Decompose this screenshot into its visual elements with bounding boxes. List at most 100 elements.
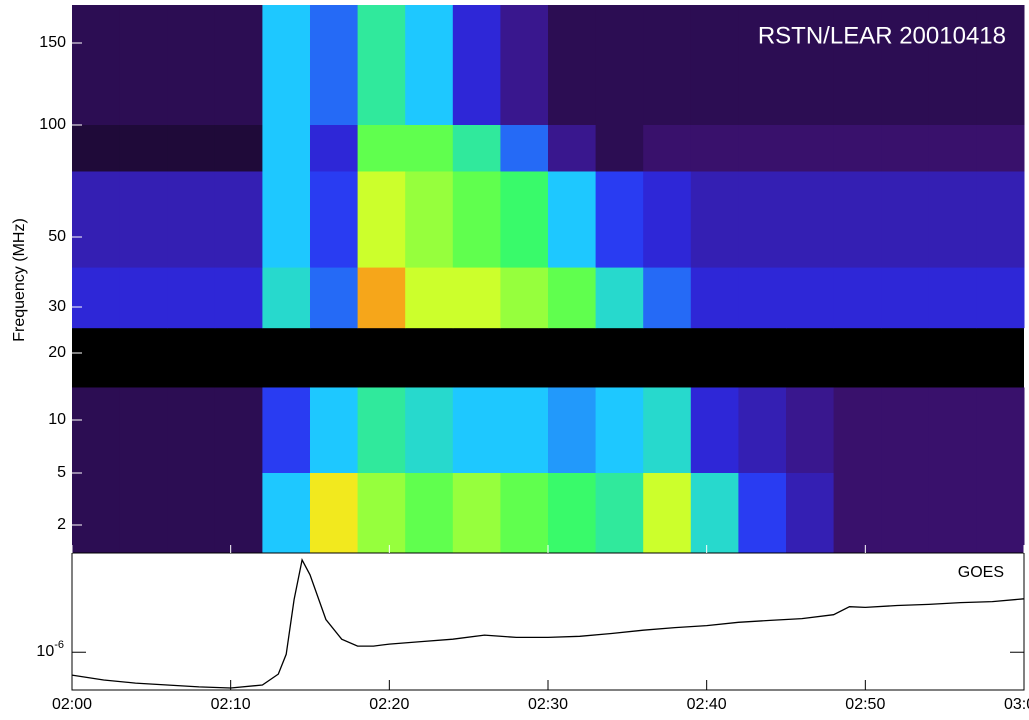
x-tick-label: 02:50 (845, 696, 885, 713)
heatmap-cell (548, 171, 597, 269)
heatmap-cell (405, 387, 454, 474)
heatmap-cell (690, 171, 739, 269)
heatmap-cell (548, 5, 597, 126)
heatmap-cell (786, 171, 835, 269)
heatmap-cell (690, 125, 739, 172)
heatmap-cell (833, 267, 882, 329)
y-tick-label: 50 (48, 228, 66, 245)
heatmap-cell (928, 5, 977, 126)
heatmap-cell (214, 387, 263, 474)
heatmap-cell (595, 387, 644, 474)
heatmap-cell (214, 473, 263, 553)
heatmap-cell (72, 267, 121, 329)
heatmap-cell (452, 387, 501, 474)
heatmap-cell (119, 125, 168, 172)
x-tick-label: 03:00 (1004, 696, 1029, 713)
heatmap-cell (310, 387, 359, 474)
heatmap-cell (500, 125, 549, 172)
heatmap-cell (881, 125, 930, 172)
heatmap-cell (262, 125, 311, 172)
heatmap-cell (643, 125, 692, 172)
heatmap-cell (928, 171, 977, 269)
heatmap-cell (72, 473, 121, 553)
heatmap-cell (595, 5, 644, 126)
heatmap-cell (738, 125, 787, 172)
heatmap-cell (738, 267, 787, 329)
heatmap-cell (833, 5, 882, 126)
heatmap-cell (976, 125, 1025, 172)
heatmap-cell (881, 473, 930, 553)
heatmap-cell (881, 387, 930, 474)
heatmap-cell (310, 473, 359, 553)
heatmap-cell (357, 387, 406, 474)
heatmap-cell (786, 267, 835, 329)
heatmap-cell (500, 171, 549, 269)
heatmap-cell (690, 473, 739, 553)
heatmap-cell (595, 473, 644, 553)
heatmap-cell (976, 5, 1025, 126)
heatmap-cell (690, 267, 739, 329)
heatmap-cell (548, 473, 597, 553)
heatmap-cell (357, 5, 406, 126)
heatmap-cell (405, 267, 454, 329)
y-axis-label: Frequency (MHz) (11, 218, 28, 342)
heatmap-cell (167, 267, 216, 329)
heatmap-cell (738, 5, 787, 126)
heatmap-cell (548, 125, 597, 172)
heatmap-cell (928, 473, 977, 553)
heatmap-cell (595, 125, 644, 172)
heatmap-cell (262, 171, 311, 269)
heatmap-cell (167, 387, 216, 474)
heatmap-cell (786, 387, 835, 474)
heatmap-cell (833, 387, 882, 474)
heatmap-cell (643, 387, 692, 474)
heatmap-cell (643, 473, 692, 553)
heatmap-cell (976, 267, 1025, 329)
y-tick-label: 10-6 (36, 639, 64, 660)
heatmap-cell (167, 125, 216, 172)
heatmap-cell (548, 267, 597, 329)
heatmap-cell (214, 267, 263, 329)
heatmap-cell (928, 125, 977, 172)
heatmap-cell (928, 387, 977, 474)
heatmap-cell (786, 473, 835, 553)
heatmap-cell (643, 171, 692, 269)
heatmap-cell (119, 387, 168, 474)
heatmap-cell (214, 5, 263, 126)
heatmap-cell (786, 125, 835, 172)
heatmap-cell (786, 5, 835, 126)
heatmap-cell (690, 387, 739, 474)
y-tick-exponent: -6 (54, 639, 64, 651)
heatmap-cell (167, 5, 216, 126)
x-tick-label: 02:20 (369, 696, 409, 713)
heatmap-cell (72, 5, 121, 126)
x-tick-label: 02:00 (52, 696, 92, 713)
heatmap-cell (500, 267, 549, 329)
heatmap-cell (310, 125, 359, 172)
x-tick-label: 02:30 (528, 696, 568, 713)
heatmap-cell (690, 5, 739, 126)
heatmap-cell (500, 5, 549, 126)
heatmap-cell (262, 387, 311, 474)
heatmap-cell (500, 387, 549, 474)
heatmap-cell (595, 267, 644, 329)
heatmap-cell (72, 125, 121, 172)
y-tick-label: 100 (39, 116, 66, 133)
heatmap-cell (452, 5, 501, 126)
heatmap-cell (262, 267, 311, 329)
heatmap-cell (881, 171, 930, 269)
heatmap-cell (357, 171, 406, 269)
heatmap-cell (405, 171, 454, 269)
heatmap-cell (738, 473, 787, 553)
heatmap-cell (833, 171, 882, 269)
heatmap-cell (881, 267, 930, 329)
y-tick-mantissa: 10 (36, 643, 54, 660)
heatmap-cell (405, 5, 454, 126)
heatmap-cell (976, 387, 1025, 474)
plot-frame (71, 552, 1025, 691)
heatmap-cell (452, 171, 501, 269)
heatmap-cell (357, 125, 406, 172)
heatmap-cell (357, 473, 406, 553)
heatmap-cell (405, 125, 454, 172)
heatmap-cell (72, 171, 121, 269)
